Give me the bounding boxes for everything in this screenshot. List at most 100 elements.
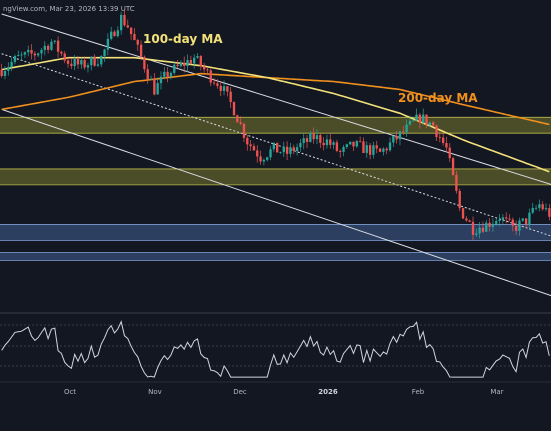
candle-body [495,220,498,224]
candle-body [199,56,202,67]
candle-body [126,25,129,28]
candle-body [56,40,60,52]
candle-body [441,137,445,143]
candle-body [511,219,514,226]
candle-body [455,175,458,191]
candle-body [43,45,46,50]
candle-body [541,204,544,210]
candle-body [375,145,378,149]
candle-body [408,121,412,125]
candle-body [17,55,20,57]
candle-body [534,207,538,209]
candle-body [335,142,339,151]
candle-body [153,78,156,95]
candle-body [80,60,83,65]
channel-upper-line [1,13,551,185]
candle-body [422,114,425,123]
candle-body [202,66,206,70]
candle-body [435,125,438,138]
candle-body [189,59,193,64]
candle-body [488,222,491,227]
candle-body [159,76,163,84]
ma200-line [1,72,550,126]
candle-body [53,40,56,42]
candle-body [415,114,418,121]
candle-body [471,221,475,235]
rsi-line [1,320,550,378]
candle-body [70,63,73,67]
candle-body [432,122,435,126]
candle-body [143,56,146,70]
channel-mid-line [1,53,551,237]
candle-body [30,49,33,54]
candle-body [352,141,355,147]
candle-body [236,115,239,123]
candle-body [249,144,252,147]
candle-body [289,147,292,154]
candle-body [544,208,548,210]
candle-body [166,71,169,77]
candle-body [173,64,176,73]
candle-body [266,157,269,160]
candle-body [20,54,23,56]
candle-body [246,137,249,145]
candle-body [73,59,76,67]
candle-body [378,148,382,152]
candle-body [355,141,358,147]
candle-body [139,44,143,57]
candle-body [465,218,468,221]
candle-body [405,124,408,133]
candle-body [23,52,27,55]
candle-body [86,65,90,68]
candle-body [295,147,299,152]
candle-body [349,141,352,145]
candle-body [129,27,133,35]
candle-body [156,83,159,95]
candle-body [7,67,10,71]
candle-body [119,14,123,31]
candle-body [33,53,37,56]
candle-body [163,71,166,77]
candle-body [475,233,478,235]
candle-body [418,114,422,123]
candle-body [518,220,521,231]
candle-body [275,142,279,153]
candle-body [239,122,242,124]
candles-layer [0,9,551,241]
candle-body [505,217,508,219]
candle-body [382,148,385,152]
candle-body [50,41,53,50]
candle-body [548,208,551,217]
candle-body [279,152,282,153]
candle-body [93,56,96,66]
candle-body [216,83,219,86]
candle-body [40,49,43,54]
candle-body [13,56,17,62]
candle-body [319,135,322,143]
candle-body [531,208,534,213]
candle-body [325,139,329,146]
channel-lower-line [1,108,551,297]
candle-body [123,14,126,26]
channel-lines-layer [1,13,551,297]
candle-body [345,144,349,147]
x-tick-dec: Dec [233,388,247,396]
candle-body [481,227,485,232]
candle-body [206,69,209,71]
x-tick-oct: Oct [64,388,76,396]
resistance-zone-0 [0,117,551,134]
candle-body [100,56,103,65]
support-zone-0 [0,224,551,241]
candle-body [402,131,405,133]
candle-body [358,141,362,142]
candle-body [0,69,3,76]
candle-body [212,82,216,84]
candle-body [412,120,415,122]
candle-body [302,138,305,144]
candle-body [451,158,455,176]
candle-body [524,218,528,225]
candle-body [106,38,110,50]
candle-body [309,133,312,142]
